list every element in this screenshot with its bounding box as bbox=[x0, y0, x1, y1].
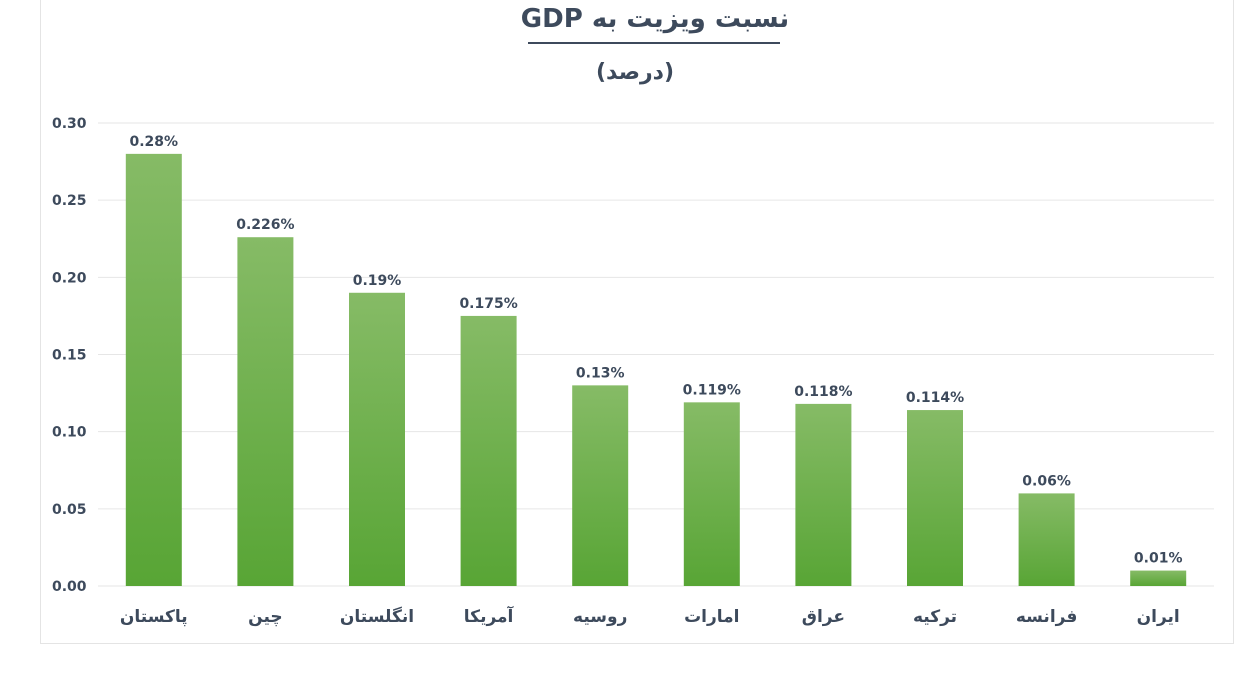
x-category-label: روسیه bbox=[573, 607, 627, 627]
x-category-label: چین bbox=[248, 607, 283, 627]
data-label: 0.114% bbox=[906, 390, 964, 406]
bar bbox=[572, 385, 629, 586]
bar bbox=[460, 315, 517, 586]
x-category-label: آمریکا bbox=[464, 605, 515, 627]
y-tick-label: 0.10 bbox=[52, 425, 87, 441]
y-tick-label: 0.30 bbox=[52, 116, 87, 132]
bar bbox=[795, 403, 852, 586]
data-label: 0.226% bbox=[236, 217, 294, 233]
bar bbox=[1130, 570, 1187, 586]
chart-title: نسبت ویزیت به GDP bbox=[520, 4, 790, 34]
y-tick-label: 0.25 bbox=[52, 193, 87, 209]
x-category-label: امارات bbox=[684, 607, 739, 627]
data-label: 0.13% bbox=[576, 365, 625, 381]
bar bbox=[237, 237, 294, 586]
x-category-label: انگلستان bbox=[340, 606, 414, 627]
data-label: 0.06% bbox=[1022, 473, 1071, 489]
x-category-label: ترکیه bbox=[913, 607, 957, 627]
bar bbox=[683, 402, 740, 586]
data-label: 0.175% bbox=[459, 296, 517, 312]
x-category-label: فرانسه bbox=[1016, 607, 1078, 627]
y-tick-label: 0.15 bbox=[52, 348, 87, 364]
x-category-label: عراق bbox=[802, 607, 845, 627]
data-label: 0.28% bbox=[130, 134, 179, 150]
data-label: 0.19% bbox=[353, 273, 402, 289]
x-category-label: پاکستان bbox=[120, 607, 188, 627]
x-category-label: ایران bbox=[1137, 607, 1180, 627]
bar bbox=[1018, 493, 1075, 586]
bar bbox=[125, 153, 182, 586]
y-tick-label: 0.00 bbox=[52, 579, 87, 595]
chart-subtitle: (درصد) bbox=[595, 60, 675, 85]
y-tick-label: 0.20 bbox=[52, 270, 87, 286]
bar bbox=[907, 410, 963, 586]
bar bbox=[349, 292, 405, 586]
y-tick-label: 0.05 bbox=[52, 502, 87, 518]
title-underline bbox=[528, 42, 780, 44]
data-label: 0.119% bbox=[683, 382, 741, 398]
data-label: 0.118% bbox=[794, 384, 852, 400]
data-label: 0.01% bbox=[1134, 551, 1183, 567]
